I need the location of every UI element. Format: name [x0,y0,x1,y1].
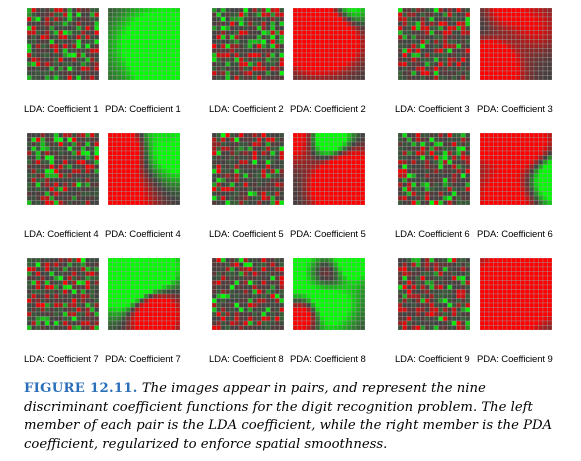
pda-coefficient-image-3 [480,8,552,80]
pda-coefficient-image-8 [293,258,365,330]
lda-coefficient-image-8 [212,258,284,330]
lda-coefficient-image-7 [27,258,99,330]
pda-coefficient-label-2: PDA: Coefficient 2 [290,104,366,115]
pda-coefficient-image-2 [293,8,365,80]
figure-grid: LDA: Coefficient 1 PDA: Coefficient 1 LDA:… [24,8,553,365]
pda-coefficient-label-4: PDA: Coefficient 4 [105,229,181,240]
caption-text: The images appear in pairs, and represen… [24,381,553,452]
lda-coefficient-label-1: LDA: Coefficient 1 [24,104,99,115]
pda-coefficient-image-7 [108,258,180,330]
lda-coefficient-label-4: LDA: Coefficient 4 [24,229,99,240]
lda-coefficient-image-9 [398,258,470,330]
lda-coefficient-image-3 [398,8,470,80]
pda-coefficient-image-1 [108,8,180,80]
pda-coefficient-label-5: PDA: Coefficient 5 [290,229,366,240]
lda-coefficient-label-7: LDA: Coefficient 7 [24,354,99,365]
lda-coefficient-label-9: LDA: Coefficient 9 [395,354,470,365]
pda-coefficient-label-1: PDA: Coefficient 1 [105,104,181,115]
pda-coefficient-image-6 [480,133,552,205]
pda-coefficient-image-4 [108,133,180,205]
pda-coefficient-label-3: PDA: Coefficient 3 [477,104,553,115]
lda-coefficient-image-6 [398,133,470,205]
lda-coefficient-label-5: LDA: Coefficient 5 [209,229,284,240]
lda-coefficient-label-2: LDA: Coefficient 2 [209,104,284,115]
pda-coefficient-label-6: PDA: Coefficient 6 [477,229,553,240]
lda-coefficient-label-3: LDA: Coefficient 3 [395,104,470,115]
pda-coefficient-image-5 [293,133,365,205]
pda-coefficient-label-9: PDA: Coefficient 9 [477,354,553,365]
lda-coefficient-image-2 [212,8,284,80]
figure-number: FIGURE 12.11. [24,381,138,396]
lda-coefficient-label-8: LDA: Coefficient 8 [209,354,284,365]
lda-coefficient-image-5 [212,133,284,205]
pda-coefficient-label-8: PDA: Coefficient 8 [290,354,366,365]
pda-coefficient-image-9 [480,258,552,330]
lda-coefficient-image-4 [27,133,99,205]
figure-caption: FIGURE 12.11. The images appear in pairs… [24,380,564,454]
lda-coefficient-image-1 [27,8,99,80]
lda-coefficient-label-6: LDA: Coefficient 6 [395,229,470,240]
pda-coefficient-label-7: PDA: Coefficient 7 [105,354,181,365]
